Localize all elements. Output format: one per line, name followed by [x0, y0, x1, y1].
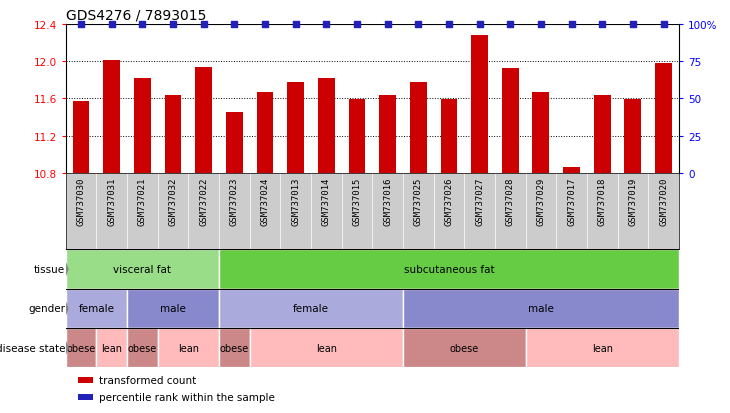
Bar	[219, 250, 679, 289]
Bar	[72, 102, 90, 173]
Bar	[78, 377, 93, 384]
Point	[137, 21, 148, 28]
Text: lean: lean	[101, 343, 122, 353]
Bar	[403, 328, 526, 368]
Point	[596, 21, 608, 28]
Text: GSM737026: GSM737026	[445, 177, 453, 225]
Text: obese: obese	[220, 343, 249, 353]
Text: GSM737031: GSM737031	[107, 177, 116, 225]
Bar	[78, 394, 93, 400]
Point	[320, 21, 332, 28]
Text: GSM737018: GSM737018	[598, 177, 607, 225]
Bar	[66, 289, 127, 328]
Point	[535, 21, 547, 28]
Bar	[127, 289, 219, 328]
Bar	[348, 100, 366, 173]
Bar	[250, 328, 403, 368]
Bar	[440, 100, 458, 173]
Text: GSM737032: GSM737032	[169, 177, 177, 225]
Point	[259, 21, 271, 28]
Text: GSM737014: GSM737014	[322, 177, 331, 225]
Text: obese: obese	[450, 343, 479, 353]
Text: GSM737020: GSM737020	[659, 177, 668, 225]
Text: GDS4276 / 7893015: GDS4276 / 7893015	[66, 8, 206, 22]
Polygon shape	[66, 341, 69, 355]
Text: GSM737015: GSM737015	[353, 177, 361, 225]
Text: GSM737024: GSM737024	[261, 177, 269, 225]
Text: transformed count: transformed count	[99, 375, 196, 385]
Bar	[164, 95, 182, 173]
Point	[167, 21, 179, 28]
Text: GSM737023: GSM737023	[230, 177, 239, 225]
Text: GSM737013: GSM737013	[291, 177, 300, 225]
Bar	[96, 328, 127, 368]
Point	[658, 21, 669, 28]
Text: tissue: tissue	[34, 265, 65, 275]
Text: GSM737029: GSM737029	[537, 177, 545, 225]
Text: GSM737016: GSM737016	[383, 177, 392, 225]
Text: gender: gender	[28, 304, 65, 314]
Bar	[471, 36, 488, 173]
Point	[474, 21, 485, 28]
Text: obese: obese	[66, 343, 96, 353]
Bar	[318, 79, 335, 173]
Bar	[563, 168, 580, 173]
Bar	[195, 68, 212, 173]
Text: lean: lean	[316, 343, 337, 353]
Point	[412, 21, 424, 28]
Text: GSM737017: GSM737017	[567, 177, 576, 225]
Text: lean: lean	[178, 343, 199, 353]
Text: GSM737025: GSM737025	[414, 177, 423, 225]
Point	[198, 21, 210, 28]
Bar	[158, 328, 219, 368]
Point	[228, 21, 240, 28]
Point	[627, 21, 639, 28]
Bar	[287, 83, 304, 173]
Bar	[103, 61, 120, 173]
Point	[382, 21, 393, 28]
Text: percentile rank within the sample: percentile rank within the sample	[99, 392, 275, 402]
Point	[351, 21, 363, 28]
Bar	[526, 328, 679, 368]
Point	[106, 21, 118, 28]
Bar	[593, 95, 611, 173]
Text: GSM737021: GSM737021	[138, 177, 147, 225]
Bar	[219, 289, 403, 328]
Text: GSM737022: GSM737022	[199, 177, 208, 225]
Bar	[410, 83, 427, 173]
Point	[504, 21, 516, 28]
Bar	[403, 289, 679, 328]
Polygon shape	[66, 262, 69, 277]
Bar	[655, 64, 672, 173]
Text: female: female	[293, 304, 329, 314]
Bar	[219, 328, 250, 368]
Text: GSM737028: GSM737028	[506, 177, 515, 225]
Text: male: male	[528, 304, 554, 314]
Bar	[66, 250, 219, 289]
Text: lean: lean	[592, 343, 612, 353]
Bar	[532, 93, 550, 173]
Bar	[256, 93, 274, 173]
Bar	[379, 95, 396, 173]
Text: subcutaneous fat: subcutaneous fat	[404, 265, 494, 275]
Text: disease state: disease state	[0, 343, 65, 353]
Point	[290, 21, 301, 28]
Bar	[66, 328, 96, 368]
Bar	[624, 100, 642, 173]
Bar	[502, 69, 519, 173]
Text: GSM737030: GSM737030	[77, 177, 85, 225]
Text: female: female	[78, 304, 115, 314]
Point	[75, 21, 87, 28]
Point	[566, 21, 577, 28]
Text: obese: obese	[128, 343, 157, 353]
Text: male: male	[160, 304, 186, 314]
Bar	[226, 113, 243, 173]
Polygon shape	[66, 301, 69, 316]
Point	[443, 21, 455, 28]
Text: visceral fat: visceral fat	[113, 265, 172, 275]
Bar	[134, 79, 151, 173]
Bar	[127, 328, 158, 368]
Text: GSM737027: GSM737027	[475, 177, 484, 225]
Text: GSM737019: GSM737019	[629, 177, 637, 225]
